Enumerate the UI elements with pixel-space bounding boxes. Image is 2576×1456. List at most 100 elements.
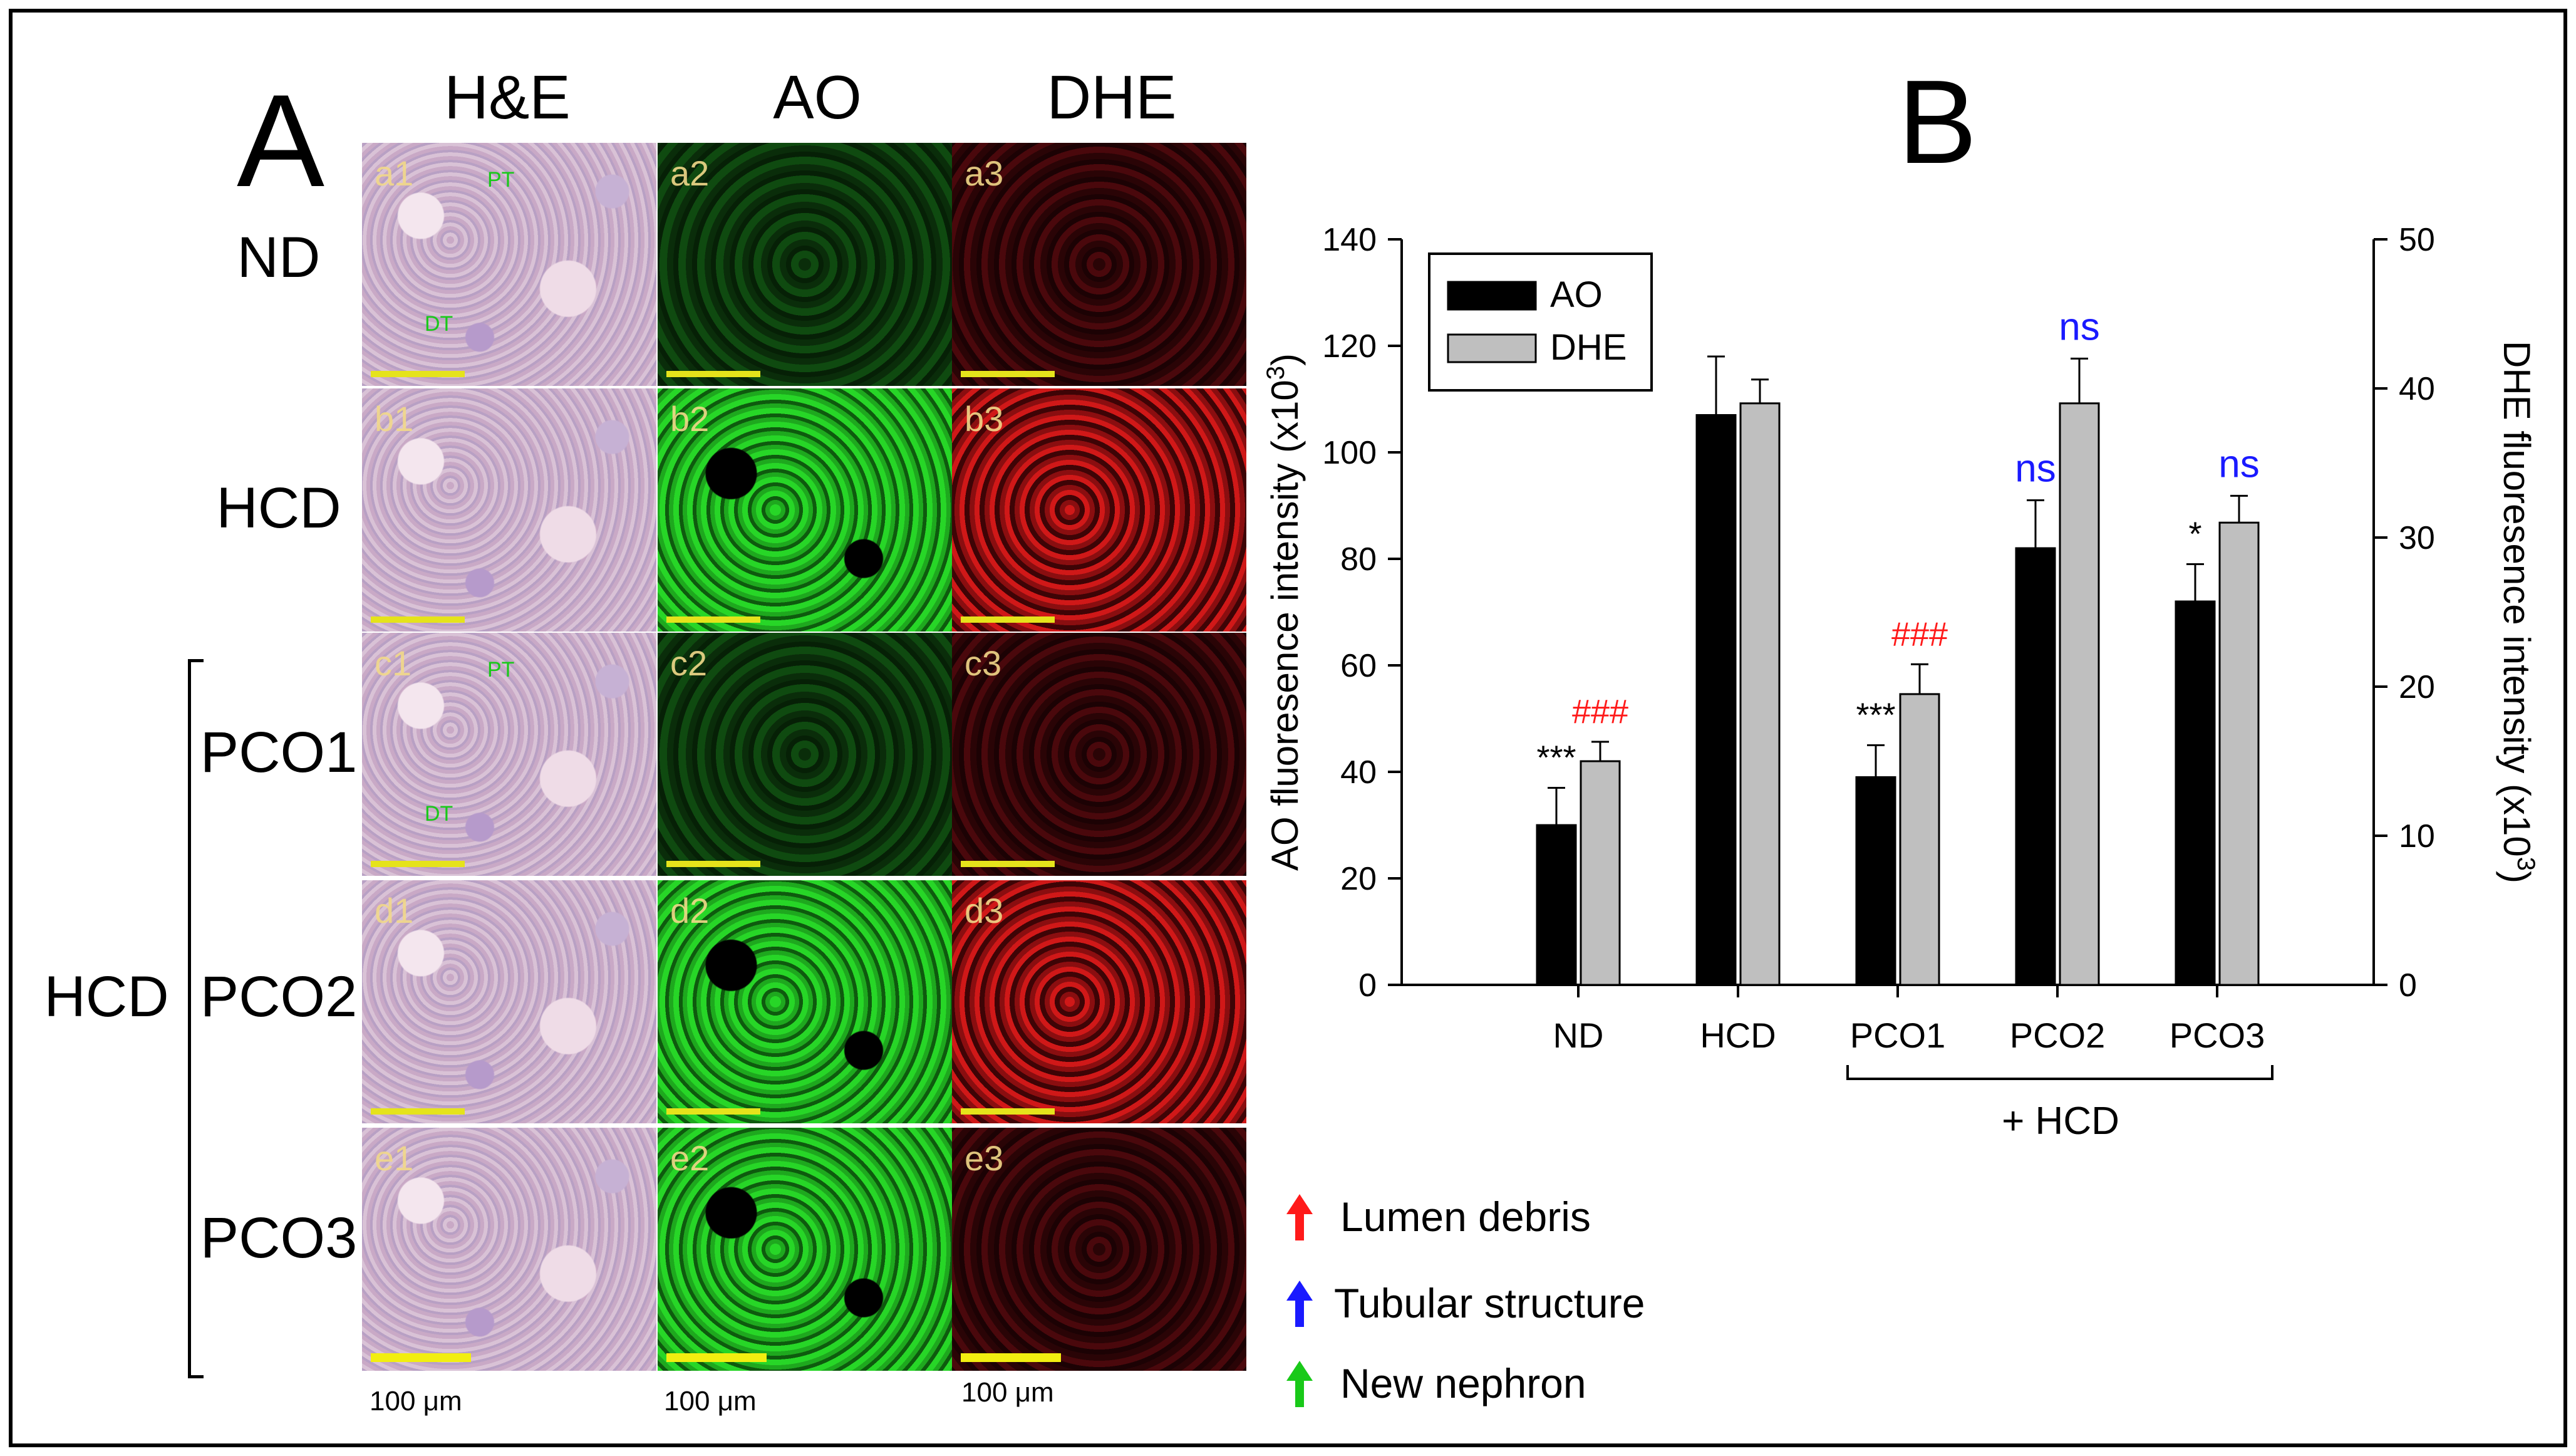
tile-label: a1 [375,153,414,193]
legend-swatch-dhe [1447,333,1537,363]
panel-b-letter: B [1898,56,1977,189]
legend-label-new-nephron: New nephron [1340,1360,1586,1407]
significance-annotation: ns [2015,447,2056,491]
bar-ao-nd [1536,824,1577,986]
tile-label: b3 [965,399,1004,439]
panel-a-letter: A [237,67,325,214]
x-tick-label: PCO2 [2010,1016,2106,1055]
micrograph-tile: e2 [658,1128,952,1371]
hcd-group-bracket [188,659,204,1378]
micrograph-tile: c3 [952,633,1246,876]
scale-bar [371,616,465,623]
scale-bar [371,371,465,377]
bar-dhe-pco1 [1899,693,1940,986]
row-label-pco3: PCO3 [200,1206,358,1270]
tile-marker-pt: PT [487,658,515,682]
red-arrow-icon [1286,1194,1313,1240]
bar-ao-hcd [1695,414,1737,986]
tile-label: c1 [375,643,412,683]
row-label-nd: ND [237,226,321,289]
significance-annotation: *** [1856,697,1895,734]
column-header-dhe: DHE [1047,63,1177,132]
hcd-group-label: HCD [44,965,169,1029]
y-left-tick-label: 40 [1340,754,1377,791]
tile-label: c3 [965,643,1002,683]
x-tick-label: PCO3 [2170,1016,2265,1055]
tile-label: d3 [965,891,1004,930]
scale-bar-label-ao: 100 μm [664,1386,757,1417]
y-right-tick-label: 40 [2399,371,2435,407]
tile-label: b2 [670,399,710,439]
significance-annotation: *** [1536,739,1576,777]
scale-bar [961,1108,1055,1115]
micrograph-tile: b2 [658,388,952,632]
legend-swatch-ao [1447,281,1537,311]
hcd-group-bracket-b [1846,1065,2273,1080]
row-label-pco1: PCO1 [200,720,358,784]
y-right-tick-label: 10 [2399,818,2435,855]
micrograph-tile: c2 [658,633,952,876]
scale-bar [666,616,760,623]
legend-label-lumen-debris: Lumen debris [1340,1193,1591,1240]
micrograph-tile: e3 [952,1128,1246,1371]
y-right-tick-label: 30 [2399,520,2435,556]
tile-marker-dt: DT [425,312,453,336]
tile-marker-dt: DT [425,802,453,826]
bar-dhe-pco2 [2059,402,2100,986]
significance-annotation: ns [2218,442,2259,486]
tile-label: a3 [965,153,1004,193]
bar-dhe-pco3 [2218,521,2260,986]
y-left-tick-label: 60 [1340,648,1377,684]
scale-bar [666,1108,760,1115]
y-left-tick-label: 80 [1340,541,1377,578]
scale-bar-label-dhe: 100 μm [961,1377,1054,1408]
y-right-axis-title: DHE fluoresence intensity (x103) [2496,341,2540,883]
micrograph-tile: e1 [362,1128,656,1371]
bar-ao-pco3 [2175,600,2216,986]
y-left-tick-label: 100 [1322,435,1377,471]
scale-bar [371,1353,471,1362]
y-right-tick-label: 20 [2399,669,2435,705]
y-left-tick-label: 20 [1340,861,1377,897]
micrograph-tile: b1 [362,388,656,632]
micrograph-tile: a3 [952,143,1246,386]
bar-dhe-hcd [1739,402,1781,986]
tile-label: e1 [375,1138,414,1178]
arrow-legend: Lumen debris Tubular structure New nephr… [1278,1190,1841,1428]
row-label-pco2: PCO2 [200,965,358,1029]
x-tick-label: HCD [1700,1016,1776,1055]
bar-dhe-nd [1580,760,1621,986]
scale-bar [961,861,1055,867]
scale-bar [961,616,1055,623]
tile-label: d1 [375,891,414,930]
row-label-hcd: HCD [216,476,341,540]
tile-label: e2 [670,1138,710,1178]
bar-ao-pco1 [1855,776,1896,986]
tile-label: a2 [670,153,710,193]
scale-bar [666,861,760,867]
micrograph-tile: a2 [658,143,952,386]
y-left-axis-title: AO fluoresence intensity (x103) [1262,353,1306,871]
scale-bar [666,371,760,377]
tile-label: d2 [670,891,710,930]
micrograph-tile: a1 PT DT [362,143,656,386]
chart-legend [1428,252,1653,392]
micrograph-tile: c1 PT DT [362,633,656,876]
column-header-ao: AO [773,63,862,132]
tile-label: b1 [375,399,414,439]
y-right-tick-label: 50 [2399,222,2435,258]
x-tick-label: PCO1 [1850,1016,1946,1055]
scale-bar-label-he: 100 μm [370,1386,462,1417]
micrograph-tile: b3 [952,388,1246,632]
y-left-tick-label: 120 [1322,328,1377,365]
micrograph-tile: d3 [952,880,1246,1123]
micrograph-tile: d1 [362,880,656,1123]
legend-label-dhe: DHE [1550,327,1627,368]
tile-marker-pt: PT [487,168,515,192]
column-header-he: H&E [444,63,571,132]
scale-bar [666,1353,767,1362]
y-right-tick-label: 0 [2399,967,2417,1004]
y-left-tick-label: 0 [1358,967,1377,1004]
y-left-tick-label: 140 [1322,222,1377,258]
